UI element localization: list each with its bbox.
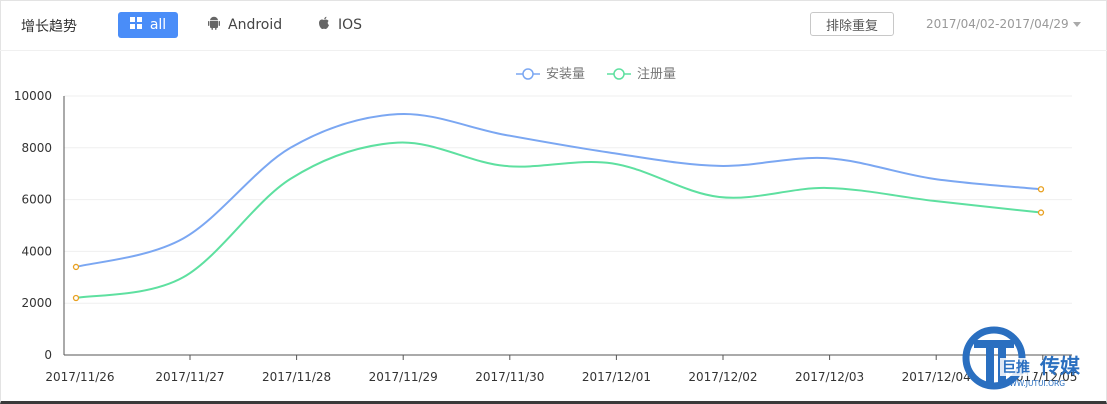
legend-marker	[613, 68, 625, 80]
svg-text:传媒: 传媒	[1039, 354, 1081, 378]
tab-all-label: all	[149, 17, 167, 33]
apple-icon	[318, 16, 330, 34]
tab-android[interactable]: Android	[208, 12, 282, 38]
x-tick-label: 2017/12/02	[688, 370, 757, 384]
x-tick-label: 2017/11/27	[155, 370, 224, 384]
data-point	[1037, 209, 1045, 216]
legend-label: 安装量	[546, 67, 585, 82]
svg-text:WWW.JUTUI.ORG: WWW.JUTUI.ORG	[1002, 379, 1065, 388]
grid-icon	[129, 17, 142, 33]
date-range-text: 2017/04/02-2017/04/29	[926, 17, 1069, 31]
dedup-button[interactable]: 排除重复	[810, 12, 894, 36]
line-chart: 0 2000 4000 6000 8000 10000 2017/11/26 2017/11/…	[14, 67, 1078, 384]
x-tick-label: 2017/12/03	[795, 370, 864, 384]
y-tick-label: 10000	[14, 89, 52, 103]
data-point	[1037, 186, 1045, 193]
tab-ios-label: IOS	[338, 17, 363, 33]
x-tick-label: 2017/12/01	[582, 370, 651, 384]
y-tick-label: 4000	[21, 244, 52, 258]
legend-label: 注册量	[637, 67, 676, 82]
x-tick-label: 2017/11/30	[475, 370, 544, 384]
svg-text:巨推: 巨推	[1002, 359, 1030, 376]
data-point	[72, 294, 80, 302]
x-tick-label: 2017/11/28	[262, 370, 331, 384]
tab-android-label: Android	[228, 17, 283, 33]
series-line-1	[75, 112, 1042, 268]
x-tick-label: 2017/11/29	[369, 370, 438, 384]
android-icon	[208, 16, 220, 34]
y-tick-label: 6000	[21, 193, 52, 207]
tab-all[interactable]: all	[118, 12, 178, 38]
data-point	[72, 263, 80, 271]
y-tick-label: 8000	[21, 141, 52, 155]
legend-marker	[522, 68, 534, 80]
x-tick-label: 2017/11/26	[45, 370, 114, 384]
y-tick-label: 2000	[21, 296, 52, 310]
page-title: 增长趋势	[21, 19, 77, 35]
watermark-logo: 巨推 传媒 WWW.JUTUI.ORG	[960, 322, 1100, 392]
y-tick-label: 0	[44, 348, 52, 362]
x-tick-label: 2017/12/04	[902, 370, 971, 384]
date-range-picker[interactable]: 2017/04/02-2017/04/29	[926, 17, 1081, 31]
series-line-2	[75, 141, 1042, 300]
chevron-down-icon	[1072, 21, 1081, 27]
header-bar: 增长趋势 all Android IOS 排除重复 2017/04/02-201…	[0, 0, 1107, 51]
tab-ios[interactable]: IOS	[318, 12, 362, 38]
